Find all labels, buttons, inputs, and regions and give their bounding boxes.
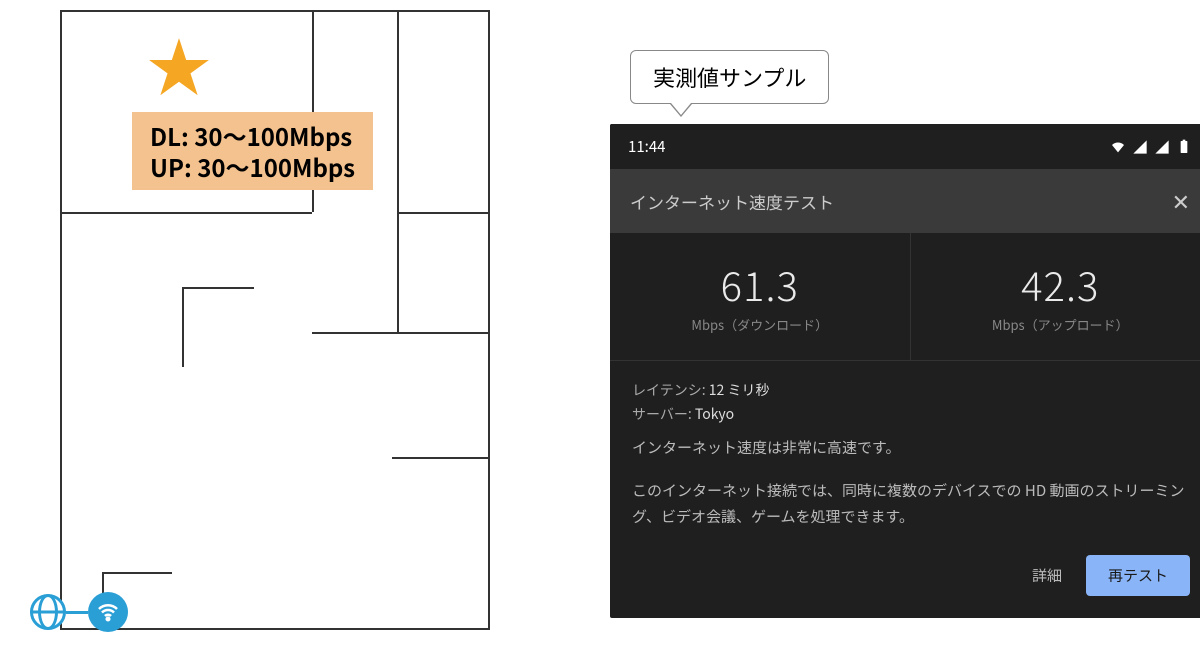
up-range: UP: 30〜100Mbps [150,151,355,182]
globe-icon [30,594,66,630]
wifi-icon [88,592,128,632]
floorplan-outline: ★ DL: 30〜100Mbps UP: 30〜100Mbps [60,10,490,630]
upload-label: Mbps（アップロード） [921,315,1200,334]
sample-callout: 実測値サンプル [630,50,829,104]
dl-range: DL: 30〜100Mbps [150,120,355,151]
action-row: 詳細 再テスト [610,547,1200,618]
callout-text: 実測値サンプル [653,61,806,93]
signal-icon-2 [1154,139,1170,155]
floorplan: ★ DL: 30〜100Mbps UP: 30〜100Mbps [60,10,490,630]
status-time: 11:44 [628,136,665,157]
download-value: 61.3 [620,255,900,313]
router-group [30,592,128,632]
upload-cell: 42.3 Mbps（アップロード） [911,233,1200,360]
speed-results: 61.3 Mbps（ダウンロード） 42.3 Mbps（アップロード） [610,233,1200,361]
latency-value: 12 ミリ秒 [709,380,770,400]
wifi-status-icon [1110,139,1126,155]
connector-line [66,611,88,614]
speedtest-title: インターネット速度テスト [630,189,834,214]
status-icons [1110,139,1192,155]
download-label: Mbps（ダウンロード） [620,315,900,334]
server-value: Tokyo [695,404,734,424]
phone-screenshot: 11:44 インターネット速度テスト ✕ 61.3 Mbps（ダウンロード） [610,124,1200,618]
speed-range-box: DL: 30〜100Mbps UP: 30〜100Mbps [132,112,373,190]
description-text: このインターネット接続では、同時に複数のデバイスでの HD 動画のストリーミング… [610,478,1200,547]
battery-icon [1176,139,1192,155]
latency-label: レイテンシ: [632,380,706,400]
status-bar: 11:44 [610,124,1200,169]
download-cell: 61.3 Mbps（ダウンロード） [610,233,911,360]
server-label: サーバー: [632,404,692,424]
summary-line: インターネット速度は非常に高速です。 [610,433,1200,479]
retest-button[interactable]: 再テスト [1086,555,1190,596]
close-icon[interactable]: ✕ [1172,185,1190,217]
speedtest-titlebar: インターネット速度テスト ✕ [610,169,1200,233]
details-block: レイテンシ: 12 ミリ秒 サーバー: Tokyo [610,361,1200,433]
upload-value: 42.3 [921,255,1200,313]
signal-icon-1 [1132,139,1148,155]
star-icon: ★ [147,32,211,96]
details-button[interactable]: 詳細 [1032,565,1062,586]
